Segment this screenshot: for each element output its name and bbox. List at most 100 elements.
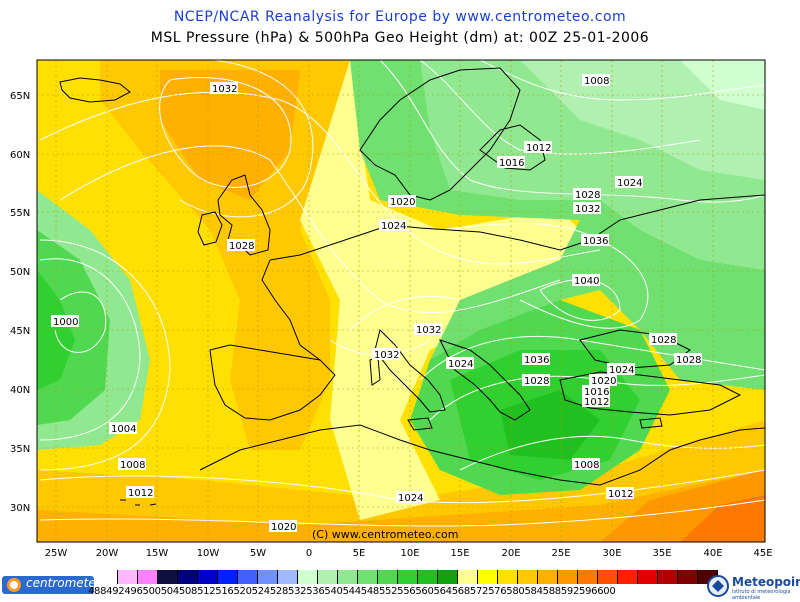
map-frame xyxy=(36,59,766,543)
lat-label: 55N xyxy=(10,208,30,219)
isobar-label: 1012 xyxy=(526,143,551,154)
isobar-label: 1008 xyxy=(120,460,145,471)
lon-label: 20W xyxy=(96,548,119,559)
isobar-label: 1012 xyxy=(608,489,633,500)
lon-label: 5E xyxy=(353,548,366,559)
colorbar-swatch xyxy=(98,570,118,584)
lon-label: 10E xyxy=(400,548,419,559)
centrometeo-logo: centrometeo xyxy=(2,574,103,596)
isobar-label: 1024 xyxy=(617,178,642,189)
isobar-label: 1024 xyxy=(381,221,406,232)
lon-label: 0 xyxy=(306,548,312,559)
lon-label: 30E xyxy=(602,548,621,559)
colorbar-swatch xyxy=(158,570,178,584)
lat-label: 35N xyxy=(10,444,30,455)
colorbar-swatch xyxy=(398,570,418,584)
isobar-label: 1008 xyxy=(574,460,599,471)
lat-label: 50N xyxy=(10,267,30,278)
colorbar-swatch xyxy=(438,570,458,584)
colorbar-swatch xyxy=(478,570,498,584)
lon-label: 25E xyxy=(551,548,570,559)
lat-label: 60N xyxy=(10,150,30,161)
colorbar-swatch xyxy=(118,570,138,584)
isobar-label: 1036 xyxy=(524,355,549,366)
colorbar-swatch xyxy=(658,570,678,584)
colorbar-swatch xyxy=(378,570,398,584)
isobar-label: 1024 xyxy=(448,359,473,370)
isobar-label: 1028 xyxy=(651,335,676,346)
colorbar-swatch xyxy=(298,570,318,584)
isobar-label: 1016 xyxy=(584,387,609,398)
isobar-label: 1024 xyxy=(609,365,634,376)
colorbar-swatch xyxy=(618,570,638,584)
colorbar-swatch xyxy=(638,570,658,584)
lon-label: 25W xyxy=(45,548,68,559)
isobar-label: 1020 xyxy=(390,197,415,208)
lon-label: 10W xyxy=(197,548,220,559)
colorbar-swatch xyxy=(458,570,478,584)
isobar-label: 1032 xyxy=(416,325,441,336)
colorbar-swatch xyxy=(498,570,518,584)
isobar-label: 1000 xyxy=(53,317,78,328)
map-subtitle: MSL Pressure (hPa) & 500hPa Geo Height (… xyxy=(150,30,650,46)
colorbar-values: 4884924965005045085125165205245285325365… xyxy=(88,586,616,597)
isobar-label: 1032 xyxy=(575,204,600,215)
lon-label: 5W xyxy=(250,548,266,559)
colorbar-swatch xyxy=(318,570,338,584)
isobar-label: 1032 xyxy=(212,84,237,95)
isobar-label: 1032 xyxy=(374,350,399,361)
isobar-label: 1024 xyxy=(398,493,423,504)
isobar-label: 1028 xyxy=(676,355,701,366)
meteopoint-logo: Meteopoint Istituto di meteorologia ambi… xyxy=(706,574,800,601)
longitude-labels: 25W 20W 15W 10W 5W 0 5E 10E 15E 20E 25E … xyxy=(45,548,773,559)
colorbar-swatch xyxy=(338,570,358,584)
isobar-label: 1004 xyxy=(111,424,136,435)
isobar-label: 1028 xyxy=(229,241,254,252)
colorbar-swatch xyxy=(518,570,538,584)
lon-label: 45E xyxy=(753,548,772,559)
lat-label: 30N xyxy=(10,503,30,514)
geopotential-fill xyxy=(37,60,765,542)
colorbar-swatch xyxy=(218,570,238,584)
colorbar-swatch xyxy=(538,570,558,584)
isobar-label: 1016 xyxy=(499,158,524,169)
colorbar-swatch xyxy=(198,570,218,584)
isobar-label: 1040 xyxy=(574,276,599,287)
colorbar-swatch xyxy=(578,570,598,584)
colorbar-swatch xyxy=(418,570,438,584)
isobar-label: 1008 xyxy=(584,76,609,87)
latitude-labels: 65N 60N 55N 50N 45N 40N 35N 30N xyxy=(10,91,30,514)
logo-right-text: Meteopoint xyxy=(732,575,800,589)
colorbar-swatch xyxy=(258,570,278,584)
map-credit: (C) www.centrometeo.com xyxy=(312,528,458,541)
lon-label: 35E xyxy=(652,548,671,559)
isobar-label: 1020 xyxy=(271,522,296,533)
lat-label: 45N xyxy=(10,326,30,337)
colorbar-swatch xyxy=(678,570,698,584)
lon-label: 20E xyxy=(501,548,520,559)
lat-label: 65N xyxy=(10,91,30,102)
isobar-label: 1036 xyxy=(583,236,608,247)
isobar-label: 1020 xyxy=(591,376,616,387)
colorbar-swatch xyxy=(558,570,578,584)
colorbar-swatch xyxy=(238,570,258,584)
lat-label: 40N xyxy=(10,385,30,396)
lon-label: 40E xyxy=(703,548,722,559)
colorbar-swatch xyxy=(598,570,618,584)
colorbar-swatch xyxy=(178,570,198,584)
colorbar-swatch xyxy=(358,570,378,584)
isobar-label: 1012 xyxy=(128,488,153,499)
logo-right-subtext: Istituto di meteorologia ambientale xyxy=(732,589,791,601)
map-title: NCEP/NCAR Reanalysis for Europe by www.c… xyxy=(173,9,627,25)
isobar-label: 1028 xyxy=(575,190,600,201)
isobar-label: 1028 xyxy=(524,376,549,387)
lon-label: 15W xyxy=(146,548,169,559)
isobar-labels: 1032 1008 1012 1016 1024 1020 1028 1032 … xyxy=(51,74,702,533)
logo-left-text: centrometeo xyxy=(26,576,104,590)
isobar-label: 1012 xyxy=(584,397,609,408)
graticule xyxy=(37,60,765,542)
colorbar-swatch xyxy=(138,570,158,584)
lon-label: 15E xyxy=(450,548,469,559)
colorbar-swatch xyxy=(278,570,298,584)
